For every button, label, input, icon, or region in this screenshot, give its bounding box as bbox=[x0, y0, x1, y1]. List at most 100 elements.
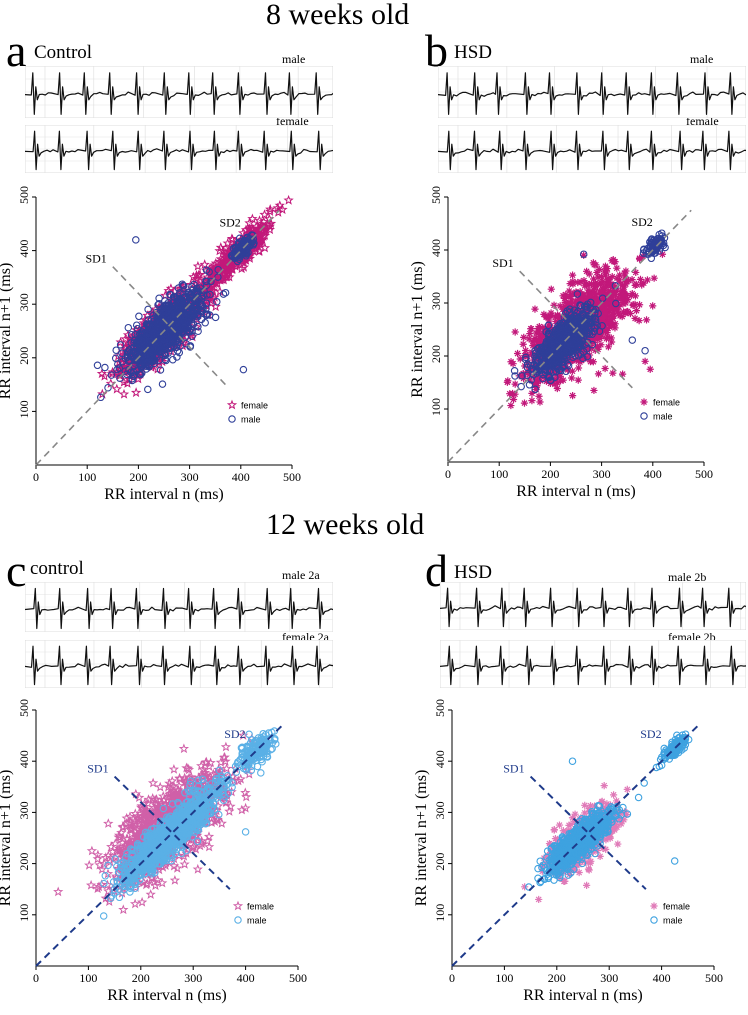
data-point-female-724 bbox=[599, 283, 608, 291]
x-tick-label: 0 bbox=[33, 470, 39, 484]
data-point-female-992 bbox=[579, 291, 587, 299]
data-point-female-588 bbox=[165, 283, 177, 293]
legend-label-male: male bbox=[653, 412, 673, 422]
data-point-female-603 bbox=[189, 781, 200, 792]
data-point-female-860 bbox=[240, 802, 251, 813]
data-point-female-503 bbox=[605, 276, 613, 284]
data-point-male-537 bbox=[190, 280, 198, 289]
x-axis-label: RR interval n (ms) bbox=[516, 483, 636, 500]
data-point-female-1065 bbox=[255, 236, 266, 247]
data-point-female-418 bbox=[604, 343, 613, 351]
y-tick-label: 200 bbox=[17, 853, 31, 871]
data-point-female-676 bbox=[120, 341, 131, 352]
title-12-weeks: 12 weeks old bbox=[266, 508, 425, 541]
data-point-female-994 bbox=[572, 299, 580, 307]
ecg-waveform bbox=[25, 130, 333, 171]
data-point-female-335 bbox=[520, 399, 529, 407]
data-point-female-784 bbox=[110, 838, 121, 848]
data-point-female-621 bbox=[621, 273, 629, 281]
data-point-male-393 bbox=[179, 281, 187, 290]
panel-d-condition: HSD bbox=[454, 562, 493, 583]
data-point-female-922 bbox=[219, 257, 231, 268]
data-point-female-442 bbox=[525, 335, 533, 343]
data-point-female-866 bbox=[516, 355, 524, 363]
ecg-waveform bbox=[25, 645, 333, 686]
x-tick-label: 100 bbox=[78, 470, 96, 484]
data-point-female-434 bbox=[96, 863, 108, 874]
data-point-female-705 bbox=[173, 850, 185, 861]
data-point-male-691 bbox=[628, 336, 637, 344]
data-point-female-282 bbox=[597, 341, 605, 349]
data-point-female-573 bbox=[568, 271, 577, 279]
data-point-female-632 bbox=[178, 743, 190, 754]
x-tick-label: 300 bbox=[184, 971, 202, 985]
data-point-female-604 bbox=[584, 355, 592, 363]
data-point-female-894 bbox=[584, 286, 592, 294]
data-point-female-780 bbox=[610, 301, 618, 310]
data-point-male-567 bbox=[560, 353, 568, 361]
data-point-female-928 bbox=[283, 194, 294, 205]
data-point-female-588 bbox=[152, 874, 163, 885]
data-point-female-471 bbox=[556, 372, 564, 380]
data-point-male-891 bbox=[121, 367, 130, 375]
data-point-female-42 bbox=[593, 343, 601, 351]
data-point-female-569 bbox=[86, 845, 98, 856]
data-point-female-768 bbox=[635, 301, 644, 309]
sd1-annotation: SD1 bbox=[492, 256, 513, 270]
data-point-female-1070 bbox=[254, 245, 265, 256]
data-point-female-561 bbox=[507, 401, 515, 410]
data-point-female-59 bbox=[215, 757, 227, 767]
ecg-label-a-male: male bbox=[282, 52, 306, 66]
data-point-male-570 bbox=[571, 337, 579, 345]
data-point-female-924 bbox=[535, 336, 543, 344]
data-point-female-633 bbox=[581, 282, 589, 290]
data-point-female-864 bbox=[529, 342, 537, 350]
data-point-female-175 bbox=[84, 859, 95, 870]
data-point-male-943 bbox=[164, 305, 172, 313]
data-point-female-576 bbox=[539, 324, 547, 332]
data-point-male-248 bbox=[511, 372, 519, 380]
data-point-female-929 bbox=[611, 291, 620, 299]
data-point-female-786 bbox=[597, 302, 605, 310]
data-point-female-186 bbox=[553, 379, 562, 387]
data-point-male-825 bbox=[133, 366, 142, 374]
data-point-female-641 bbox=[607, 300, 615, 309]
data-point-female-951 bbox=[622, 280, 630, 288]
data-point-female-237 bbox=[587, 280, 596, 288]
data-point-female-435 bbox=[592, 279, 600, 287]
data-point-male-830 bbox=[161, 331, 170, 339]
data-point-female-452 bbox=[609, 314, 617, 322]
data-point-male-181 bbox=[525, 381, 534, 389]
data-point-female-976 bbox=[535, 373, 543, 382]
data-point-female-775 bbox=[638, 281, 646, 289]
data-point-male-1070 bbox=[132, 236, 140, 244]
data-point-male-1071 bbox=[239, 365, 248, 374]
y-tick-label: 500 bbox=[17, 699, 31, 717]
data-point-female-667 bbox=[619, 281, 627, 289]
data-point-female-705 bbox=[254, 215, 265, 226]
data-point-female-787 bbox=[203, 841, 215, 852]
data-point-female-670 bbox=[619, 370, 627, 378]
legend-label-male: male bbox=[241, 415, 261, 425]
data-point-female-192 bbox=[613, 264, 621, 272]
y-tick-label: 300 bbox=[17, 293, 31, 311]
x-tick-label: 500 bbox=[289, 971, 307, 985]
data-point-female-745 bbox=[608, 289, 616, 297]
data-point-male-96 bbox=[205, 268, 213, 276]
data-point-female-779 bbox=[526, 330, 534, 338]
data-point-female-559 bbox=[562, 290, 570, 299]
data-point-female-614 bbox=[155, 781, 166, 792]
data-point-female-697 bbox=[599, 290, 608, 298]
data-point-female-895 bbox=[600, 312, 608, 320]
ecg-waveform bbox=[438, 72, 746, 115]
data-point-female-26 bbox=[528, 397, 536, 405]
data-point-female-975 bbox=[563, 299, 572, 308]
data-point-female-346 bbox=[568, 374, 576, 382]
data-point-female-901 bbox=[632, 280, 640, 289]
data-point-female-229 bbox=[585, 280, 593, 289]
data-point-female-847 bbox=[597, 289, 606, 297]
data-point-male-545 bbox=[549, 368, 558, 376]
data-point-female-1013 bbox=[264, 219, 275, 230]
